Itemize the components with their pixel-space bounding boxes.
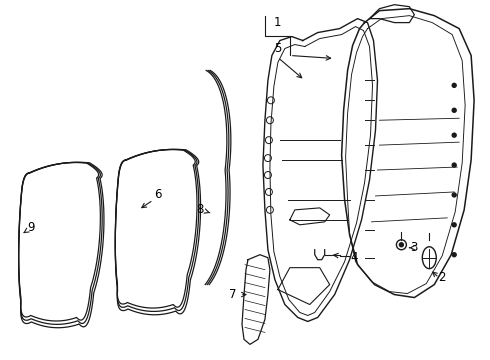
Circle shape <box>452 133 456 137</box>
Text: 9: 9 <box>27 221 35 234</box>
Circle shape <box>452 108 456 112</box>
Circle shape <box>399 243 403 247</box>
Circle shape <box>452 163 456 167</box>
Text: 6: 6 <box>154 188 162 202</box>
Text: 1: 1 <box>274 16 282 29</box>
Text: 2: 2 <box>439 271 446 284</box>
Text: 5: 5 <box>274 42 282 55</box>
Circle shape <box>452 253 456 257</box>
Circle shape <box>452 84 456 87</box>
Text: 7: 7 <box>229 288 237 301</box>
Text: 3: 3 <box>411 241 418 254</box>
Circle shape <box>452 193 456 197</box>
Text: 4: 4 <box>351 251 358 264</box>
Circle shape <box>452 223 456 227</box>
Text: 8: 8 <box>196 203 204 216</box>
